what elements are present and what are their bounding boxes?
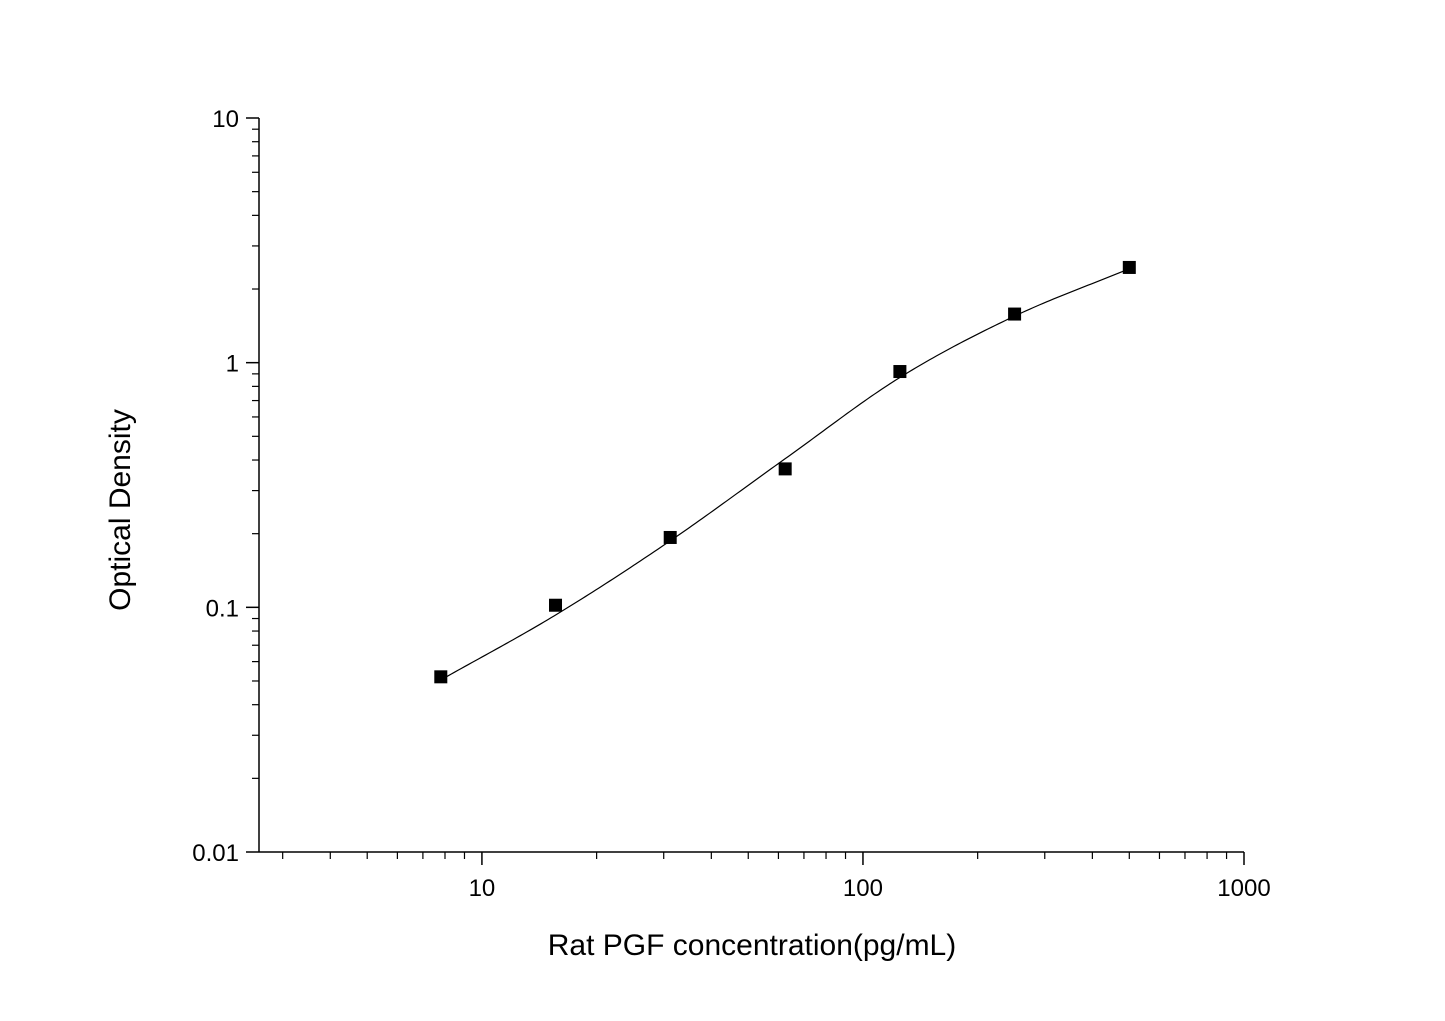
data-point xyxy=(663,530,677,544)
x-tick-label: 10 xyxy=(469,875,496,902)
x-tick-label: 1000 xyxy=(1217,875,1270,902)
y-tick-label: 0.1 xyxy=(206,595,239,622)
data-point xyxy=(1122,260,1136,274)
data-point xyxy=(549,598,563,612)
y-tick-label: 10 xyxy=(212,106,239,133)
data-point xyxy=(1008,307,1022,321)
y-axis-title: Optical Density xyxy=(104,409,137,611)
data-point xyxy=(778,462,792,476)
data-point xyxy=(434,670,448,684)
ticks xyxy=(246,117,1245,865)
data-point xyxy=(893,365,907,379)
y-tick-label: 0.01 xyxy=(192,840,239,867)
data-points xyxy=(434,260,1136,684)
x-axis-title: Rat PGF concentration(pg/mL) xyxy=(548,929,957,962)
y-tick-label: 1 xyxy=(226,351,239,378)
x-tick-label: 100 xyxy=(843,875,883,902)
axes xyxy=(258,118,1244,853)
tick-labels: 10 100 1000 0.01 0.1 1 10 xyxy=(192,106,1270,902)
